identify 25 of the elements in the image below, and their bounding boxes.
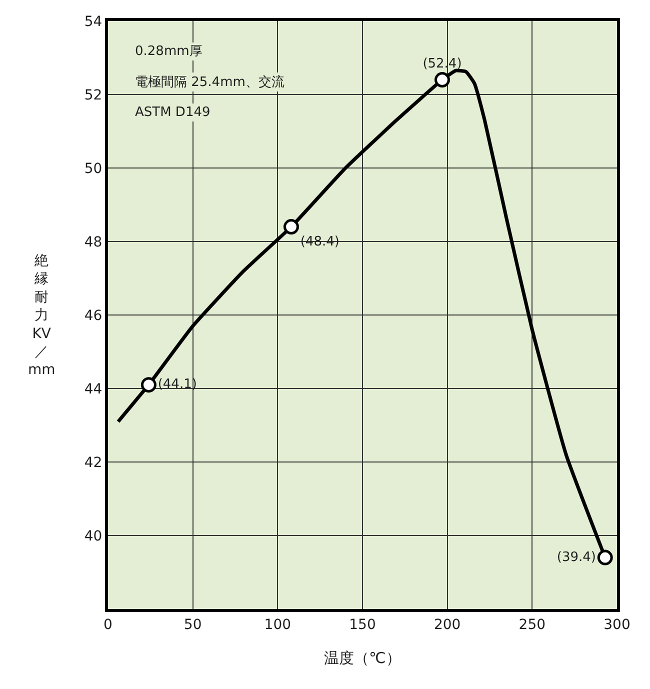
x-tick-label: 0 xyxy=(104,616,112,633)
y-axis-title: 絶縁耐力 KV／mm xyxy=(28,253,56,378)
y-tick-label: 50 xyxy=(84,160,102,177)
data-label: (39.4) xyxy=(556,550,596,565)
y-tick-label: 52 xyxy=(84,87,102,104)
point xyxy=(140,377,156,393)
y-tick-label: 46 xyxy=(84,308,102,324)
y-tick-label: 54 xyxy=(84,14,102,30)
x-tick-label: 300 xyxy=(604,616,630,633)
y-tick-label: 44 xyxy=(84,381,102,398)
point xyxy=(283,219,299,235)
annotation: 0.28mm厚 xyxy=(135,44,202,59)
x-tick-label: 50 xyxy=(184,616,202,633)
x-axis-title: 温度（℃） xyxy=(324,649,401,667)
annotation: ASTM D149 xyxy=(135,105,210,120)
y-tick-label: 48 xyxy=(84,234,102,250)
point xyxy=(597,550,613,566)
x-tick-label: 250 xyxy=(518,616,546,633)
x-tick-label: 150 xyxy=(349,616,376,633)
x-tick-label: 100 xyxy=(264,616,292,633)
x-tick-label: 200 xyxy=(434,616,461,633)
annotation: 電極間隔 25.4mm、交流 xyxy=(135,74,284,90)
y-tick-label: 40 xyxy=(84,528,102,544)
y-tick-label: 42 xyxy=(84,454,102,471)
point xyxy=(434,72,450,88)
